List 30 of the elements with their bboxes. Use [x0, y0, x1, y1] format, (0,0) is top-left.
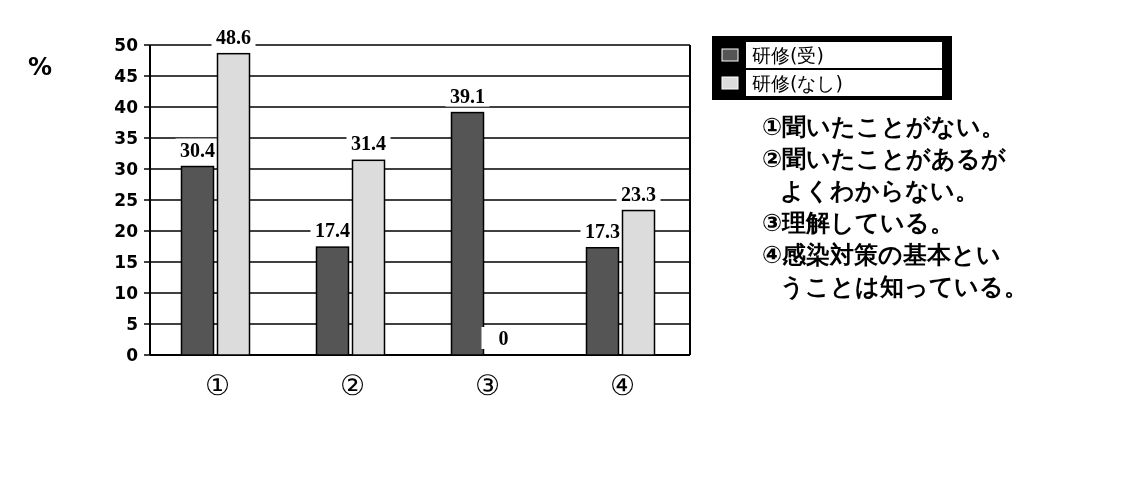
y-tick-label: 30 — [114, 159, 139, 179]
legend-label: 研修(なし) — [752, 72, 843, 94]
y-tick-label: 45 — [114, 66, 138, 86]
y-tick-label: 15 — [114, 252, 138, 272]
data-label: 17.3 — [585, 219, 620, 242]
y-tick-label: 0 — [126, 345, 139, 365]
x-tick-label: ③ — [474, 369, 501, 402]
x-tick-label: ④ — [609, 369, 636, 402]
legend-label: 研修(受) — [752, 44, 824, 66]
y-tick-label: 50 — [114, 35, 139, 55]
text: ④感染対策の基本ということは知っている。 — [762, 241, 1028, 301]
y-tick-label: 40 — [114, 97, 139, 117]
y-tick-label: 25 — [114, 190, 138, 210]
y-tick-label: 20 — [114, 221, 139, 241]
y-tick-label: 10 — [114, 283, 139, 303]
y-tick-label: 35 — [114, 128, 138, 148]
y-axis-title: % — [27, 53, 53, 81]
data-label: 30.4 — [180, 138, 215, 161]
text: ①聞いたことがない。 — [762, 113, 1006, 141]
text: ②聞いたことがあるがよくわからない。 — [762, 145, 1007, 205]
data-label: 39.1 — [450, 84, 485, 107]
y-tick-label: 5 — [126, 314, 138, 334]
data-label: 48.6 — [216, 25, 251, 48]
data-label: 31.4 — [351, 132, 386, 155]
text: ③理解している。 — [762, 209, 955, 237]
data-label: 17.4 — [315, 219, 350, 242]
data-label: 0 — [498, 327, 509, 349]
x-tick-label: ① — [204, 369, 231, 402]
x-tick-label: ② — [339, 369, 366, 402]
data-label: 23.3 — [621, 182, 656, 205]
